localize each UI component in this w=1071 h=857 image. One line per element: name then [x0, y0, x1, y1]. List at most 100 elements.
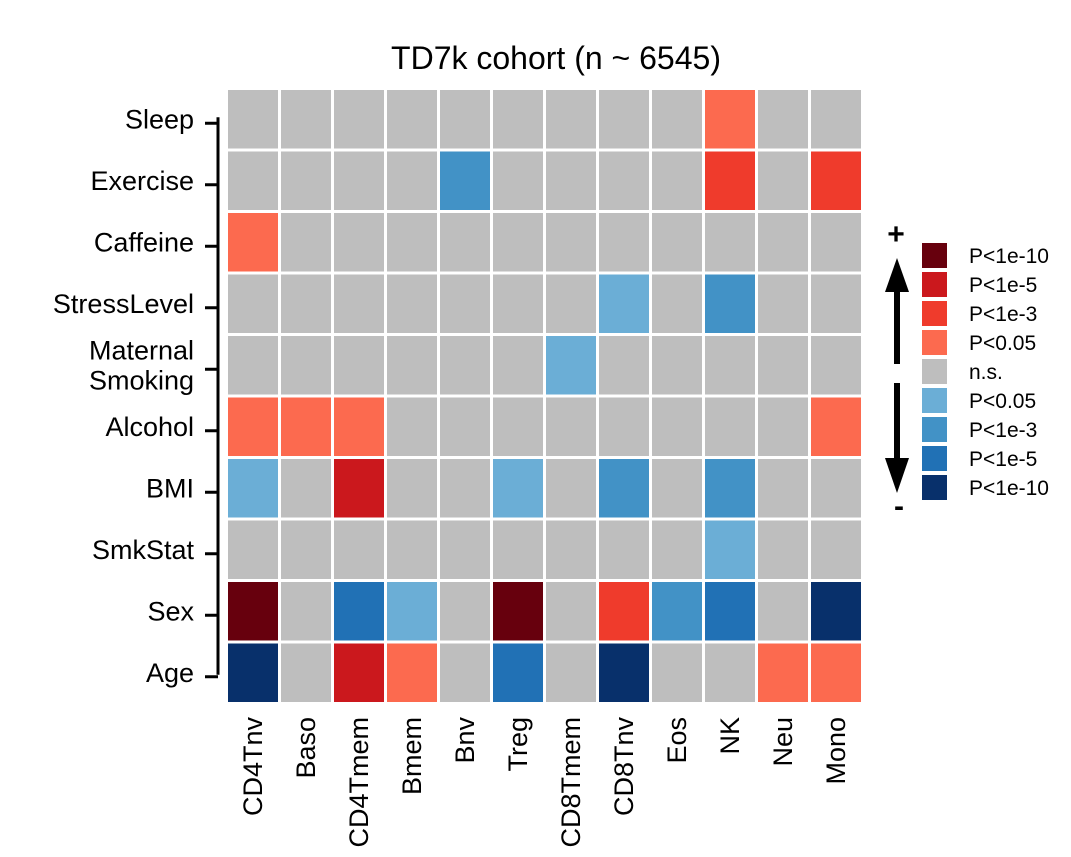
heatmap-cell [440, 336, 490, 395]
heatmap-cell [281, 90, 331, 149]
heatmap-cell [705, 643, 755, 702]
heatmap-cell [546, 274, 596, 333]
heatmap-cell [758, 90, 808, 149]
heatmap-cell [811, 643, 861, 702]
heatmap-cell [599, 90, 649, 149]
heatmap-cell [705, 274, 755, 333]
legend-swatch [922, 243, 947, 268]
heatmap-cell [440, 90, 490, 149]
heatmap-cell [440, 274, 490, 333]
column-label: Eos [662, 717, 692, 764]
heatmap-cell [599, 520, 649, 579]
heatmap-cell [440, 582, 490, 641]
heatmap-cell [387, 459, 437, 518]
heatmap-cell [652, 459, 702, 518]
heatmap-cell [705, 151, 755, 210]
heatmap-cell [493, 90, 543, 149]
column-label: CD8Tnv [609, 717, 639, 817]
heatmap-cell [387, 274, 437, 333]
legend-swatch [922, 272, 947, 297]
heatmap-cell [599, 151, 649, 210]
heatmap-cell [334, 459, 384, 518]
heatmap-cell [228, 459, 278, 518]
legend-label: P<0.05 [969, 332, 1036, 355]
heatmap-cell [652, 397, 702, 456]
heatmap-cell [599, 274, 649, 333]
heatmap-cell [811, 213, 861, 272]
heatmap-cell [440, 520, 490, 579]
heatmap-cell [758, 459, 808, 518]
column-label: Mono [821, 717, 851, 785]
heatmap-cell [652, 520, 702, 579]
heatmap-cell [811, 336, 861, 395]
column-label: Neu [768, 717, 798, 767]
heatmap-cell [758, 151, 808, 210]
heatmap-cell [281, 336, 331, 395]
heatmap-cell [599, 459, 649, 518]
legend-label: P<1e-3 [969, 419, 1037, 442]
heatmap-cell [811, 459, 861, 518]
legend-label: n.s. [969, 361, 1003, 384]
heatmap-cell [281, 643, 331, 702]
legend-swatch [922, 301, 947, 326]
heatmap-cell [811, 151, 861, 210]
legend-label: P<1e-5 [969, 274, 1037, 297]
heatmap-cell [228, 397, 278, 456]
heatmap-cell [334, 151, 384, 210]
column-label: NK [715, 717, 745, 755]
heatmap-cell [652, 582, 702, 641]
heatmap-cell [758, 520, 808, 579]
heatmap-cell [758, 213, 808, 272]
heatmap-cell [440, 213, 490, 272]
heatmap-cell [387, 336, 437, 395]
heatmap-cell [811, 582, 861, 641]
heatmap-cell [705, 397, 755, 456]
row-label: Age [146, 658, 194, 688]
heatmap-cell [705, 213, 755, 272]
legend-swatch [922, 417, 947, 442]
legend-swatch [922, 359, 947, 384]
heatmap-cell [546, 213, 596, 272]
heatmap-cell [546, 90, 596, 149]
heatmap-cell [228, 151, 278, 210]
heatmap-cell [652, 90, 702, 149]
heatmap-cell [387, 90, 437, 149]
heatmap-cell [281, 520, 331, 579]
legend-swatch [922, 330, 947, 355]
row-label: BMI [146, 473, 194, 503]
row-label: Smoking [89, 365, 194, 395]
heatmap-cell [228, 274, 278, 333]
row-label: Exercise [90, 166, 194, 196]
heatmap-cell [387, 397, 437, 456]
column-label: CD4Tmem [344, 717, 374, 848]
column-label: Baso [291, 717, 321, 779]
heatmap-cell [811, 274, 861, 333]
legend-swatch [922, 388, 947, 413]
heatmap-cell [334, 582, 384, 641]
heatmap-cell [281, 213, 331, 272]
heatmap-cell [652, 274, 702, 333]
column-label: Bmem [397, 717, 427, 795]
heatmap-cell [493, 520, 543, 579]
heatmap-cell [387, 643, 437, 702]
legend-swatch [922, 446, 947, 471]
row-labels: Sleep Exercise Caffeine StressLevel Maternal… [53, 104, 195, 688]
heatmap-cell [334, 520, 384, 579]
heatmap-cell [599, 336, 649, 395]
heatmap-cell [599, 213, 649, 272]
row-label: Alcohol [105, 412, 194, 442]
legend-label: P<1e-5 [969, 448, 1037, 471]
heatmap-cell [546, 520, 596, 579]
heatmap-cell [228, 213, 278, 272]
positive-sign: + [887, 218, 905, 251]
heatmap-cell [440, 643, 490, 702]
heatmap-cell [652, 213, 702, 272]
heatmap-cell [599, 643, 649, 702]
heatmap-cell [546, 151, 596, 210]
heatmap-cell [493, 397, 543, 456]
row-label: Sex [147, 596, 194, 626]
column-labels: CD4Tnv Baso CD4Tmem Bmem Bnv Treg CD8Tmem CD8Tn… [238, 717, 851, 848]
heatmap-cell [758, 274, 808, 333]
column-label: CD4Tnv [238, 717, 268, 817]
heatmap-cell [652, 151, 702, 210]
